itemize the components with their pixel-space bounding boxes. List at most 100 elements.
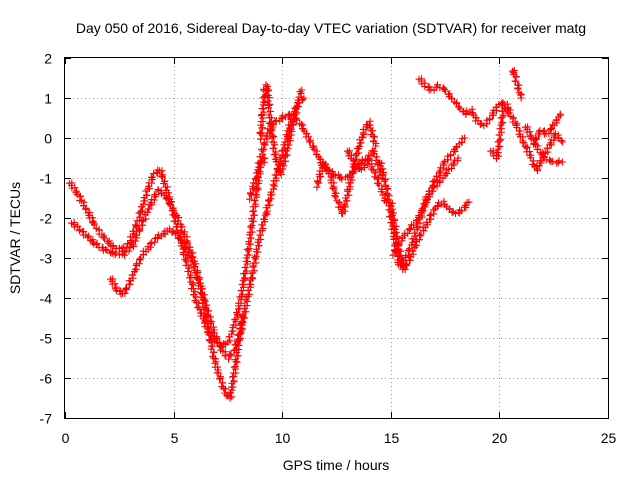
series-14 (530, 110, 564, 147)
data-point (377, 188, 385, 196)
data-point (343, 197, 351, 205)
data-point (328, 173, 336, 181)
data-point (270, 144, 278, 152)
data-point (243, 297, 251, 305)
data-point (136, 226, 144, 234)
data-point (74, 222, 82, 230)
data-point (365, 155, 373, 163)
data-point (266, 127, 274, 135)
data-point (231, 363, 239, 371)
data-point (208, 318, 216, 326)
data-point (505, 109, 513, 117)
data-point (512, 77, 520, 85)
data-point (82, 204, 90, 212)
data-point (284, 141, 292, 149)
data-point (246, 195, 254, 203)
data-point (433, 182, 441, 190)
data-point (530, 139, 538, 147)
data-point (436, 174, 444, 182)
data-point (190, 263, 198, 271)
data-point (184, 267, 192, 275)
data-point (447, 151, 455, 159)
data-point (232, 309, 240, 317)
data-point (555, 157, 563, 165)
data-point (252, 200, 260, 208)
data-point (435, 199, 443, 207)
data-point (250, 211, 258, 219)
data-point (175, 214, 183, 222)
data-point (338, 175, 346, 183)
data-point (450, 159, 458, 167)
data-point (423, 219, 431, 227)
data-point (90, 221, 98, 229)
data-point (203, 317, 211, 325)
data-point (251, 253, 259, 261)
data-point (463, 107, 471, 115)
data-point (441, 87, 449, 95)
data-point (198, 289, 206, 297)
data-point (200, 306, 208, 314)
data-point (305, 133, 313, 141)
data-point (499, 101, 507, 109)
axis-ticks: 0 5 10 15 20 25 -7 -6 -5 -4 -3 -2 -1 0 1 2 (40, 51, 617, 447)
data-point (405, 225, 413, 233)
data-point (126, 280, 134, 288)
data-point (214, 369, 222, 377)
data-point (243, 267, 251, 275)
data-point (118, 244, 126, 252)
data-point (238, 317, 246, 325)
data-point (426, 212, 434, 220)
data-point (554, 159, 562, 167)
data-point (258, 105, 266, 113)
data-point (239, 310, 247, 318)
data-point (412, 241, 419, 249)
data-point (372, 142, 380, 150)
data-point (76, 192, 84, 200)
data-point (227, 350, 235, 358)
data-point (188, 281, 196, 289)
series-6 (343, 147, 387, 182)
y-tick-label: -4 (40, 291, 53, 307)
data-point (160, 180, 168, 188)
data-point (419, 205, 427, 213)
data-point (71, 184, 79, 192)
data-point (71, 223, 79, 231)
data-point (500, 111, 508, 119)
data-point (245, 280, 253, 288)
data-point (252, 169, 260, 177)
data-point (532, 134, 540, 142)
data-point (199, 299, 207, 307)
data-point (149, 173, 157, 181)
data-point (325, 169, 333, 177)
data-point (122, 284, 130, 292)
data-point (186, 274, 194, 282)
data-point (406, 256, 414, 264)
data-point (257, 157, 265, 165)
data-point (139, 207, 147, 215)
data-point (262, 81, 270, 89)
data-point (243, 246, 251, 254)
series-3 (246, 110, 390, 206)
data-point (180, 243, 188, 251)
data-point (143, 208, 151, 216)
data-point (264, 87, 272, 95)
data-point (267, 107, 275, 115)
data-point (245, 251, 253, 259)
y-tick-label: 0 (44, 131, 52, 147)
data-point (362, 126, 370, 134)
data-point (216, 375, 224, 383)
series-10 (415, 75, 514, 130)
data-point (293, 109, 301, 117)
data-point (177, 223, 185, 231)
data-point (355, 143, 363, 151)
data-point (228, 327, 236, 335)
data-point (265, 94, 273, 102)
data-point (260, 98, 268, 106)
data-point (287, 125, 295, 133)
data-point (252, 259, 260, 267)
data-point (391, 225, 399, 233)
data-point (375, 181, 383, 189)
data-point (205, 325, 213, 333)
data-point (266, 119, 274, 127)
data-point (272, 117, 280, 125)
